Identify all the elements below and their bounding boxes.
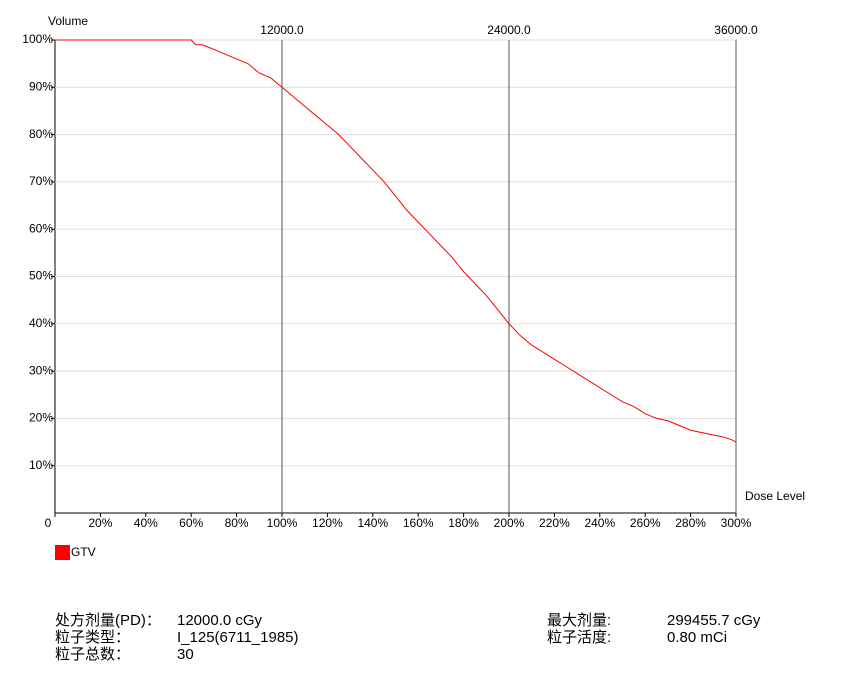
x-tick-label: 120%: [312, 516, 343, 530]
x-tick-label: 100%: [267, 516, 298, 530]
x-tick-label: 60%: [179, 516, 203, 530]
y-tick-label: 100%: [22, 32, 53, 46]
x-axis-label: Dose Level: [745, 489, 805, 503]
x-tick-label: 180%: [448, 516, 479, 530]
y-tick-label: 40%: [29, 316, 53, 330]
info-row: 处方剂量(PD)： 12000.0 cGy: [55, 612, 299, 629]
y-tick-label: 70%: [29, 174, 53, 188]
info-value: 30: [177, 646, 194, 663]
x-tick-label: 0: [45, 516, 52, 530]
info-row: 最大剂量: 299455.7 cGy: [547, 612, 760, 629]
legend-label: GTV: [71, 545, 96, 559]
info-row: 粒子类型： I_125(6711_1985): [55, 629, 299, 646]
x2-tick-label: 12000.0: [260, 23, 304, 37]
y-tick-label: 10%: [29, 458, 53, 472]
y-tick-label: 20%: [29, 411, 53, 425]
info-label: 粒子总数：: [55, 646, 131, 663]
x-tick-label: 160%: [403, 516, 434, 530]
series-line: [55, 39, 737, 443]
chart: Volume Dose Level 10% 20% 30% 40% 50% 60% 70% 8…: [22, 14, 805, 560]
x-tick-label: 260%: [630, 516, 661, 530]
x-tick-label: 140%: [357, 516, 388, 530]
legend-swatch: [55, 545, 70, 560]
x-tick-label: 220%: [539, 516, 570, 530]
y-tick-label: 80%: [29, 127, 53, 141]
info-value: I_125(6711_1985): [177, 629, 299, 646]
x2-tick-label: 36000.0: [714, 23, 758, 37]
info-left: 处方剂量(PD)： 12000.0 cGy 粒子类型： I_125(6711_1985…: [55, 612, 299, 663]
x2-tick-label: 24000.0: [487, 23, 531, 37]
info-value: 0.80 mCi: [667, 629, 728, 646]
info-label: 处方剂量(PD)：: [55, 612, 161, 629]
info-row: 粒子总数： 30: [55, 646, 299, 663]
x-tick-label: 200%: [494, 516, 525, 530]
info-value: 299455.7 cGy: [667, 612, 761, 629]
x-tick-label: 20%: [88, 516, 112, 530]
info-row: 粒子活度: 0.80 mCi: [547, 629, 760, 646]
info-label: 最大剂量:: [547, 612, 612, 629]
y-tick-label: 30%: [29, 363, 53, 377]
x-tick-label: 80%: [225, 516, 249, 530]
x-tick-label: 300%: [721, 516, 752, 530]
info-right: 最大剂量: 299455.7 cGy 粒子活度: 0.80 mCi: [547, 612, 760, 646]
info-label: 粒子活度:: [547, 629, 612, 646]
x-tick-label: 240%: [584, 516, 615, 530]
x-tick-label: 280%: [675, 516, 706, 530]
y-tick-label: 50%: [29, 269, 53, 283]
x-tick-label: 40%: [134, 516, 158, 530]
info-value: 12000.0 cGy: [177, 612, 263, 629]
y-tick-label: 60%: [29, 221, 53, 235]
info-label: 粒子类型：: [55, 629, 131, 646]
y-tick-label: 90%: [29, 79, 53, 93]
y-axis-label: Volume: [48, 14, 88, 28]
